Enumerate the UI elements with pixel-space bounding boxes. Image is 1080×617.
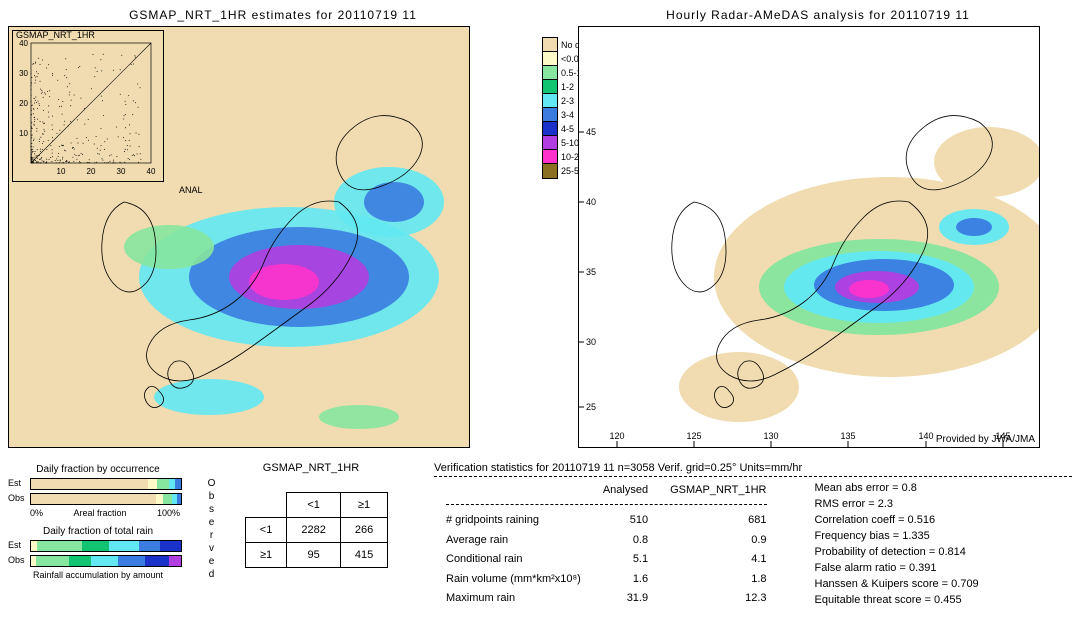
svg-text:30: 30 xyxy=(117,167,126,176)
anal-label: ANAL xyxy=(179,185,203,195)
stacked-bar xyxy=(30,555,182,567)
legend-label: 3-4 xyxy=(561,110,574,120)
ct-title: GSMAP_NRT_1HR xyxy=(206,462,416,474)
bar-segment xyxy=(69,556,92,566)
bar-label: Est xyxy=(8,478,21,488)
bar-segment xyxy=(109,541,139,551)
inset-svg: 10 20 30 40 10 20 30 40 xyxy=(13,31,163,181)
right-map-svg: 1201251301351401452530354045 xyxy=(579,27,1039,447)
svg-text:10: 10 xyxy=(19,129,28,138)
stats-body: AnalysedGSMAP_NRT_1HR# gridpoints rainin… xyxy=(434,479,1072,609)
contingency-table: <1≥1<12282266≥195415 xyxy=(245,492,388,568)
ct-side-label: Observed xyxy=(206,478,217,582)
left-map-title: GSMAP_NRT_1HR estimates for 20110719 11 xyxy=(8,8,538,22)
fraction-occ-axis: 0% Areal fraction 100% xyxy=(30,508,180,518)
right-map-panel: Hourly Radar-AMeDAS analysis for 2011071… xyxy=(578,8,1058,448)
svg-text:135: 135 xyxy=(840,431,855,441)
bar-segment xyxy=(82,541,109,551)
bar-segment xyxy=(145,556,169,566)
stacked-bar-row: Obs xyxy=(8,493,188,505)
bar-segment xyxy=(169,556,181,566)
svg-text:130: 130 xyxy=(763,431,778,441)
bar-segment xyxy=(177,494,182,504)
bar-segment xyxy=(175,479,181,489)
svg-text:40: 40 xyxy=(147,167,156,176)
stacked-bar xyxy=(30,478,182,490)
svg-text:25: 25 xyxy=(586,402,596,412)
fraction-tot-title: Daily fraction of total rain xyxy=(8,526,188,537)
legend-label: 1-2 xyxy=(561,82,574,92)
bar-label: Est xyxy=(8,540,21,550)
stacked-bar xyxy=(30,540,182,552)
stacked-bar xyxy=(30,493,182,505)
bar-segment xyxy=(36,556,69,566)
svg-text:40: 40 xyxy=(19,39,28,48)
bar-label: Obs xyxy=(8,555,25,565)
svg-text:140: 140 xyxy=(918,431,933,441)
left-map-box: GSMAP_NRT_1HR 1020304010203040 ANAL xyxy=(8,26,470,448)
contingency-panel: GSMAP_NRT_1HR Observed <1≥1<12282266≥195… xyxy=(206,462,416,582)
bar-segment xyxy=(31,494,156,504)
svg-text:20: 20 xyxy=(87,167,96,176)
bar-segment xyxy=(157,479,169,489)
bar-segment xyxy=(148,479,157,489)
bottom-row: Daily fraction by occurrence Est Obs 0% A… xyxy=(8,462,1072,609)
stats-panel: Verification statistics for 20110719 11 … xyxy=(434,462,1072,609)
legend-label: 4-5 xyxy=(561,124,574,134)
svg-text:120: 120 xyxy=(609,431,624,441)
stats-header: Verification statistics for 20110719 11 … xyxy=(434,462,1072,474)
bar-segment xyxy=(160,541,181,551)
svg-text:30: 30 xyxy=(19,69,28,78)
stacked-bar-row: Obs xyxy=(8,555,188,567)
fraction-tot-bars: Est Obs xyxy=(8,540,188,567)
dash-line-1 xyxy=(434,476,1072,477)
bar-segment xyxy=(91,556,118,566)
fraction-panel: Daily fraction by occurrence Est Obs 0% A… xyxy=(8,462,188,580)
legend-label: 2-3 xyxy=(561,96,574,106)
bar-segment xyxy=(37,541,82,551)
bar-segment xyxy=(163,494,172,504)
bar-segment xyxy=(139,541,160,551)
svg-text:125: 125 xyxy=(686,431,701,441)
right-map-title: Hourly Radar-AMeDAS analysis for 2011071… xyxy=(578,8,1058,22)
bar-label: Obs xyxy=(8,493,25,503)
svg-text:45: 45 xyxy=(586,127,596,137)
left-map-panel: GSMAP_NRT_1HR estimates for 20110719 11 … xyxy=(8,8,538,448)
svg-text:35: 35 xyxy=(586,267,596,277)
bar-segment xyxy=(31,479,148,489)
axis-left: 0% xyxy=(30,508,43,518)
stacked-bar-row: Est xyxy=(8,478,188,490)
inset-box: GSMAP_NRT_1HR 1020304010203040 xyxy=(12,30,164,182)
right-map-box: 1201251301351401452530354045 Provided by… xyxy=(578,26,1040,448)
stats-table: AnalysedGSMAP_NRT_1HR# gridpoints rainin… xyxy=(434,479,779,609)
map-credit: Provided by JWA/JMA xyxy=(936,434,1035,445)
legend-label: 5-10 xyxy=(561,138,579,148)
bar-segment xyxy=(156,494,164,504)
svg-text:30: 30 xyxy=(586,337,596,347)
top-map-row: GSMAP_NRT_1HR estimates for 20110719 11 … xyxy=(8,8,1072,448)
fraction-tot-caption: Rainfall accumulation by amount xyxy=(8,570,188,580)
svg-text:10: 10 xyxy=(57,167,66,176)
fraction-occ-bars: Est Obs xyxy=(8,478,188,505)
axis-right: 100% xyxy=(157,508,180,518)
svg-text:20: 20 xyxy=(19,99,28,108)
svg-text:40: 40 xyxy=(586,197,596,207)
bar-segment xyxy=(118,556,145,566)
stacked-bar-row: Est xyxy=(8,540,188,552)
fraction-occ-title: Daily fraction by occurrence xyxy=(8,464,188,475)
axis-label: Areal fraction xyxy=(73,508,126,518)
stats-metrics: Mean abs error = 0.8RMS error = 2.3Corre… xyxy=(809,479,985,609)
legend-swatch xyxy=(542,163,558,179)
